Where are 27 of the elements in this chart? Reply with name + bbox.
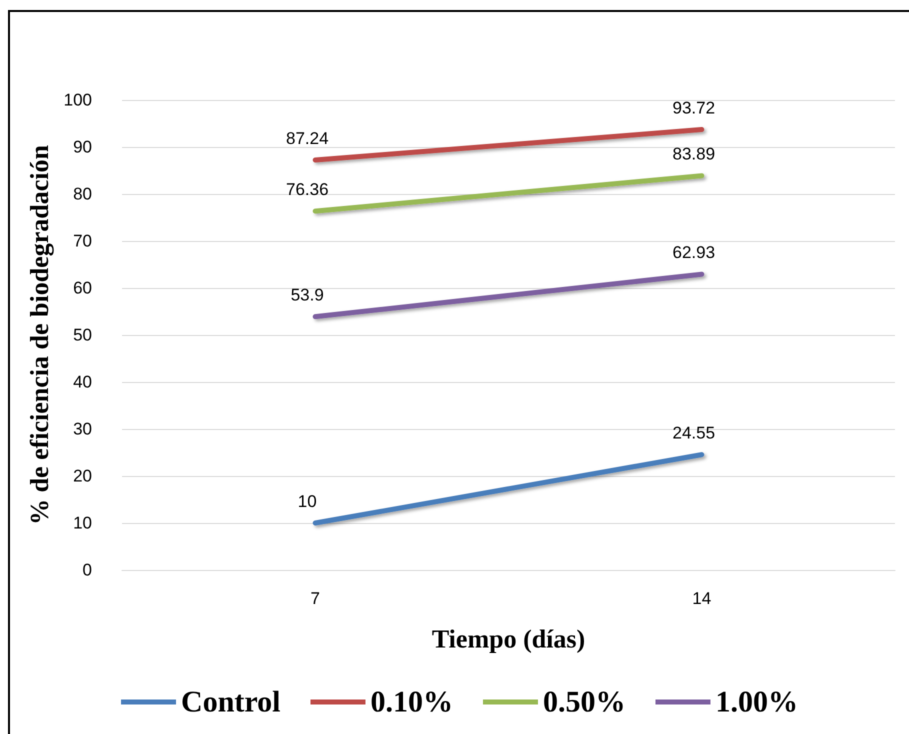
y-tick-label: 30 — [73, 420, 92, 438]
y-axis-title: % de eficiencia de biodegradación — [25, 144, 54, 525]
data-label: 76.36 — [286, 180, 329, 200]
y-tick-label: 90 — [73, 138, 92, 156]
x-tick-label: 7 — [310, 589, 320, 608]
data-label: 83.89 — [672, 144, 716, 164]
y-tick-label: 100 — [64, 90, 92, 110]
y-tick-label: 0 — [82, 560, 92, 580]
legend-label: 1.00% — [715, 686, 798, 718]
x-tick-label: 14 — [692, 589, 712, 608]
data-label: 24.55 — [672, 424, 716, 443]
y-tick-label: 40 — [73, 372, 92, 392]
data-label: 93.72 — [672, 98, 716, 118]
y-tick-label: 60 — [73, 278, 92, 298]
legend-label: 0.10% — [370, 686, 453, 718]
data-label: 87.24 — [286, 128, 329, 148]
y-tick-label: 20 — [73, 466, 92, 486]
y-tick-label: 80 — [73, 184, 92, 204]
data-label: 53.9 — [290, 286, 324, 305]
x-axis-title: Tiempo (días) — [432, 624, 586, 654]
data-label: 62.93 — [672, 243, 716, 262]
y-tick-label: 70 — [73, 232, 92, 250]
legend-label: 0.50% — [542, 686, 626, 718]
y-tick-label: 50 — [73, 326, 92, 344]
data-label: 10 — [298, 492, 317, 511]
y-tick-label: 10 — [73, 514, 92, 532]
legend-label: Control — [181, 686, 280, 718]
